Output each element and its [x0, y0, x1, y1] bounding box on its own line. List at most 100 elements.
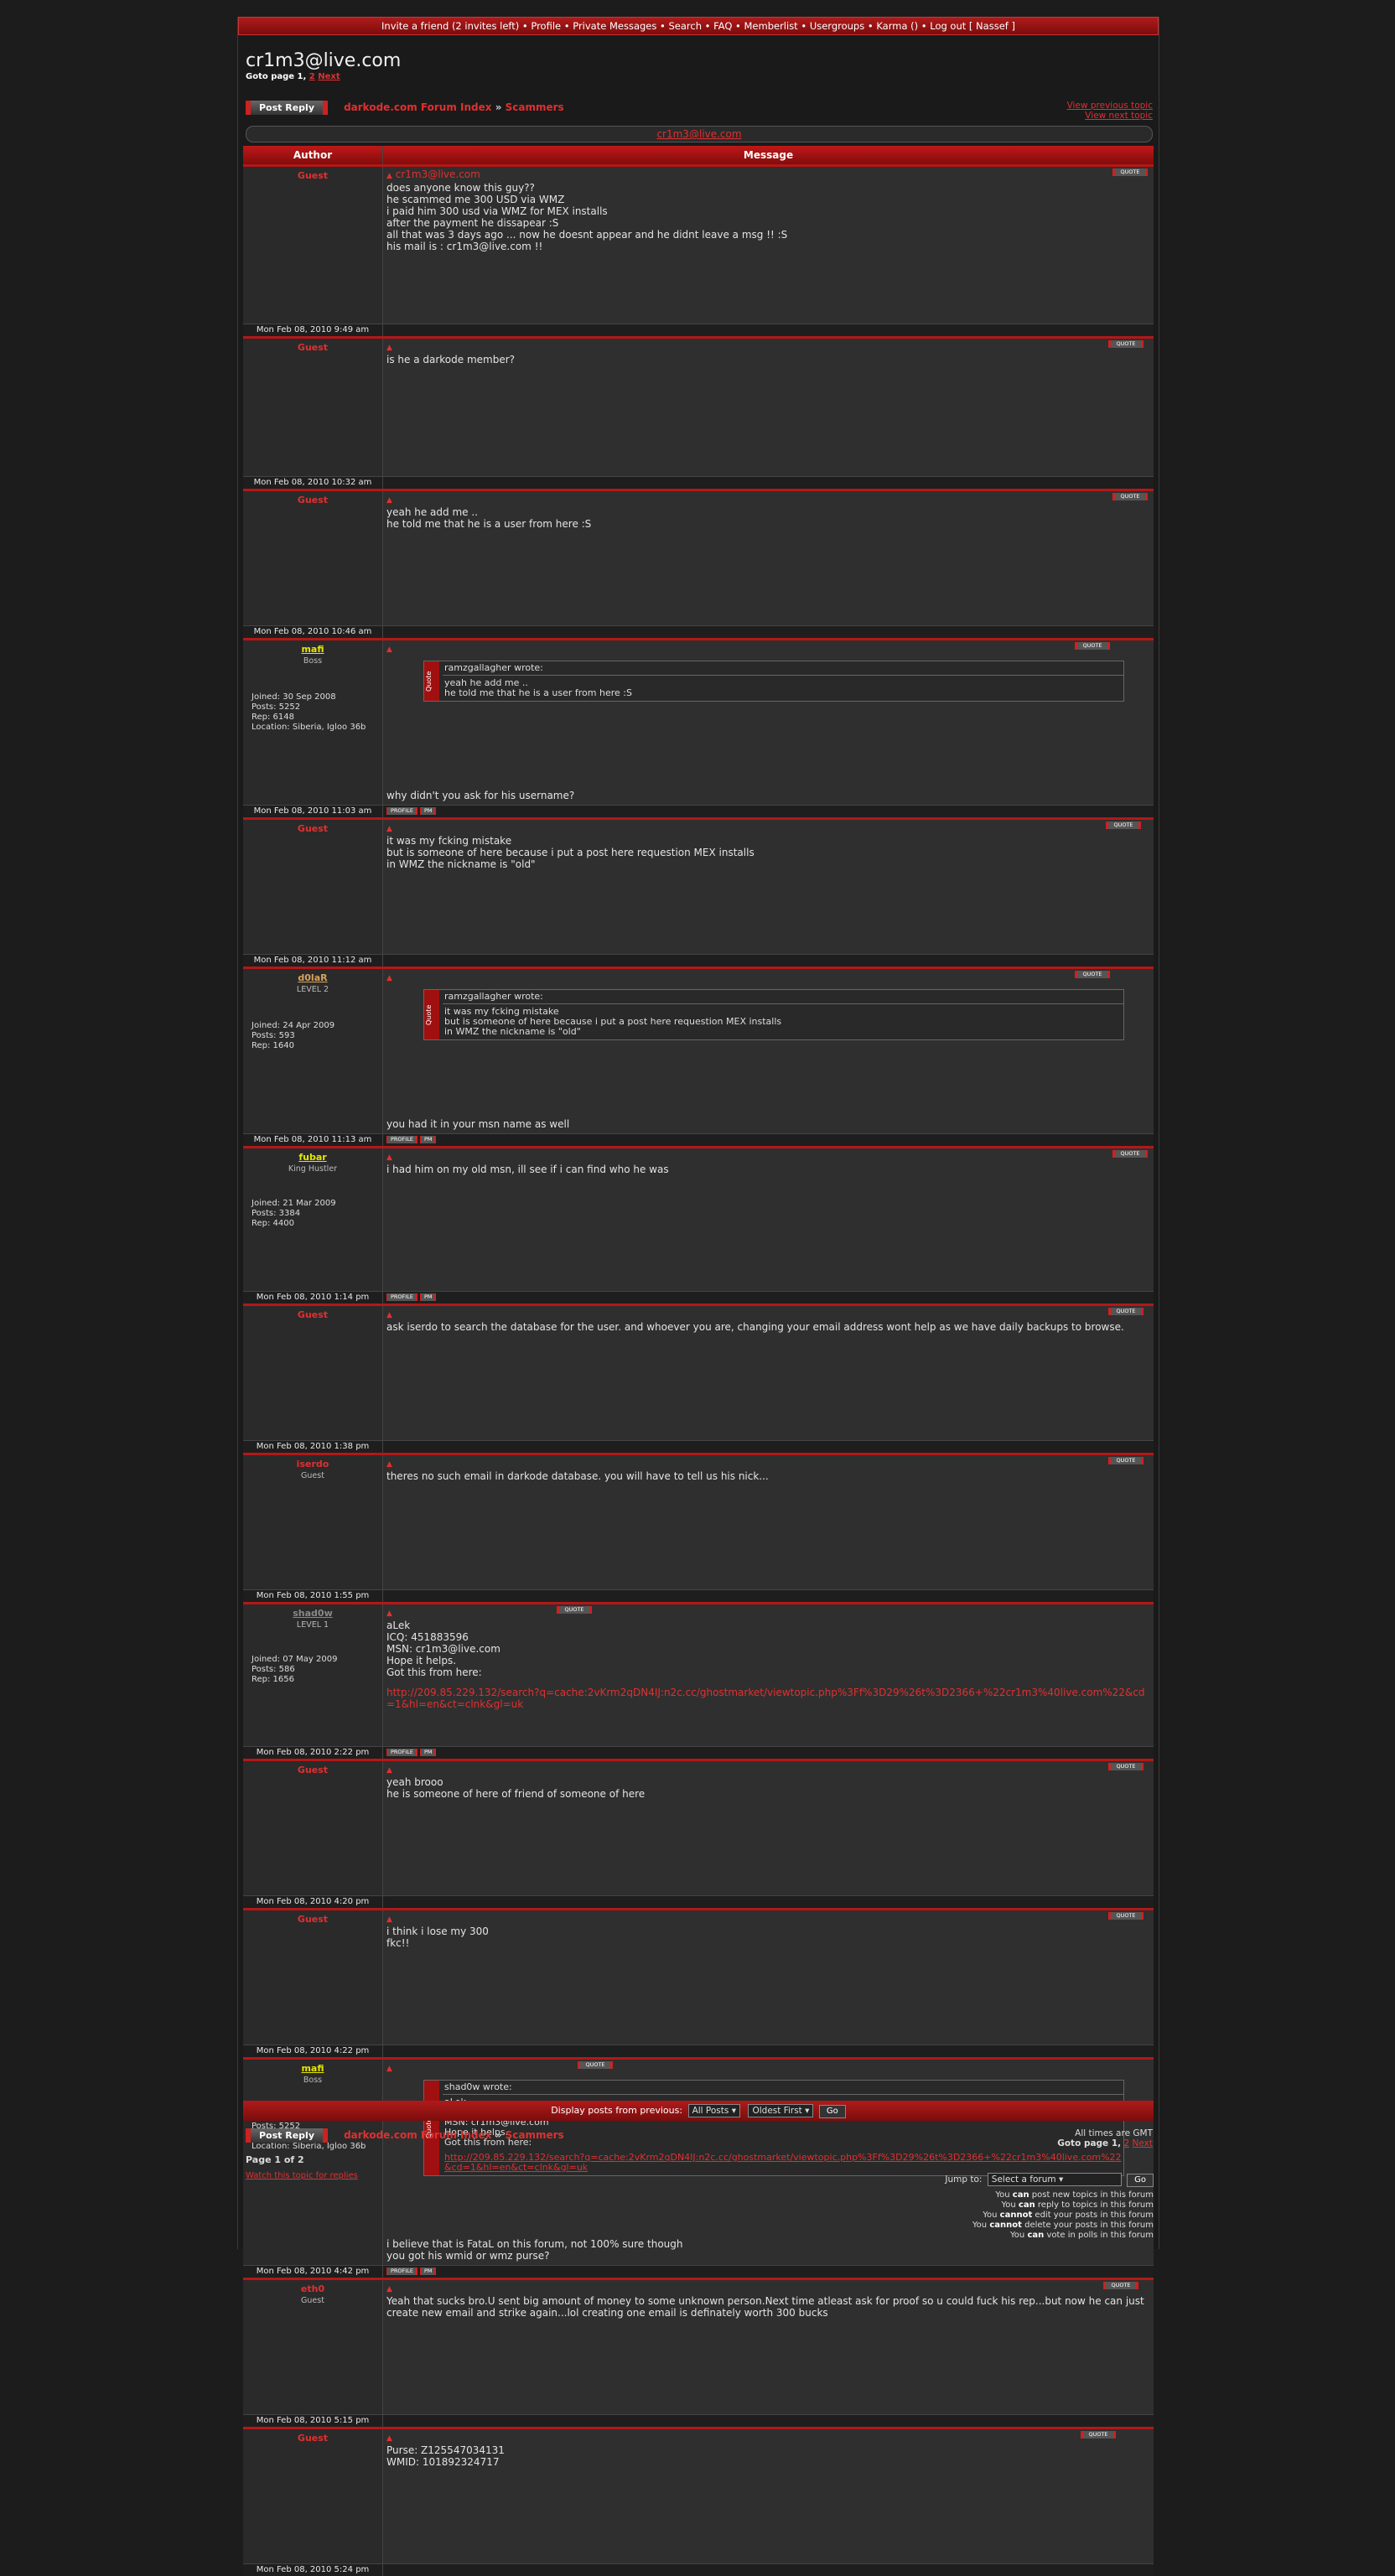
post-reply-button[interactable]: Post Reply — [246, 101, 328, 115]
profile-button[interactable]: PROFILE — [386, 1748, 417, 1756]
profile-button[interactable]: PROFILE — [386, 2267, 417, 2275]
post-arrow-icon[interactable]: ▲ — [386, 825, 392, 833]
post-arrow-icon[interactable]: ▲ — [386, 2285, 392, 2294]
pm-button[interactable]: PM — [419, 1293, 437, 1301]
quote-side-label: Quote — [424, 990, 439, 1039]
quote-button[interactable]: QUOTE — [1108, 340, 1143, 348]
quote-button[interactable]: QUOTE — [1075, 971, 1110, 978]
topnav-item[interactable]: Memberlist — [744, 20, 798, 32]
post-arrow-icon[interactable]: ▲ — [386, 1609, 392, 1618]
view-next-topic-link[interactable]: View next topic — [1085, 111, 1153, 121]
quote-button[interactable]: QUOTE — [1108, 1763, 1143, 1770]
quote-button[interactable]: QUOTE — [1112, 1150, 1148, 1158]
forum-index-link[interactable]: darkode.com Forum Index — [344, 101, 492, 113]
page-title: cr1m3@live.com — [246, 50, 402, 71]
post-arrow-icon[interactable]: ▲ — [386, 496, 392, 505]
post-date: Mon Feb 08, 2010 11:12 am — [243, 955, 383, 967]
pm-button[interactable]: PM — [419, 806, 437, 815]
subforum-link[interactable]: Scammers — [505, 101, 564, 113]
profile-button[interactable]: PROFILE — [386, 806, 417, 815]
topnav-item[interactable]: Karma () — [876, 20, 919, 32]
post-author-name[interactable]: fubar — [298, 1152, 327, 1163]
post-author-cell: Guest — [243, 339, 383, 476]
quote-button[interactable]: QUOTE — [1108, 1912, 1143, 1920]
post-footer: Mon Feb 08, 2010 9:49 am — [243, 324, 1154, 336]
order-select[interactable]: Oldest First ▾ — [748, 2104, 814, 2117]
post-author-name: Guest — [297, 495, 329, 505]
view-previous-topic-link[interactable]: View previous topic — [1066, 101, 1153, 111]
posts-period-select[interactable]: All Posts ▾ — [687, 2104, 740, 2117]
post-arrow-icon[interactable]: ▲ — [386, 645, 392, 654]
topnav-item[interactable]: Private Messages — [573, 20, 657, 32]
forum-post: Guest ▲ cr1m3@live.com QUOTE does anyone… — [243, 164, 1154, 336]
user-stat: Location: Siberia, Igloo 36b — [252, 2142, 366, 2151]
post-author-name: Guest — [297, 170, 329, 181]
post-arrow-icon[interactable]: ▲ — [386, 974, 392, 982]
post-body: yeah brooo he is someone of here of frie… — [386, 1776, 646, 1800]
post-arrow-icon[interactable]: ▲ — [386, 1460, 392, 1469]
permission-line: You cannot edit your posts in this forum — [983, 2211, 1154, 2220]
subforum-link-bottom[interactable]: Scammers — [505, 2129, 564, 2141]
jump-go-button[interactable]: Go — [1127, 2174, 1154, 2187]
forum-post: fubar King Hustler Joined: 21 Mar 2009 Po… — [243, 1146, 1154, 1304]
topnav-item[interactable]: Log out [ Nassef ] — [930, 20, 1015, 32]
topnav-item[interactable]: Search — [668, 20, 702, 32]
post-arrow-icon[interactable]: ▲ — [386, 1311, 392, 1319]
topic-title-link[interactable]: cr1m3@live.com — [656, 128, 742, 140]
quote-button[interactable]: QUOTE — [1108, 1308, 1143, 1315]
post-author-name[interactable]: shad0w — [293, 1608, 333, 1619]
next-page-link-bottom[interactable]: Next — [1132, 2138, 1153, 2148]
quote-button[interactable]: QUOTE — [1081, 2431, 1116, 2439]
quote-button[interactable]: QUOTE — [1112, 168, 1148, 176]
topnav-item[interactable]: Invite a friend (2 invites left) — [381, 20, 520, 32]
quote-button[interactable]: QUOTE — [1112, 493, 1148, 500]
quote-button[interactable]: QUOTE — [1075, 642, 1110, 650]
post-body: why didn't you ask for his username? — [386, 790, 575, 801]
quote-link[interactable]: http://209.85.229.132/search?q=cache:2vK… — [444, 2152, 1122, 2173]
post-message-cell: ▲ QUOTE yeah he add me .. he told me tha… — [383, 491, 1154, 625]
quote-button[interactable]: QUOTE — [1103, 2282, 1138, 2289]
post-arrow-icon[interactable]: ▲ — [386, 1766, 392, 1775]
next-page-link[interactable]: Next — [318, 72, 340, 81]
post-arrow-icon[interactable]: ▲ — [386, 2065, 392, 2073]
pm-button[interactable]: PM — [419, 1135, 437, 1143]
topnav-item[interactable]: FAQ — [713, 20, 733, 32]
quote-button[interactable]: QUOTE — [1108, 1457, 1143, 1464]
post-author-cell: iserdo Guest — [243, 1455, 383, 1589]
user-stats: Joined: 07 May 2009 Posts: 586 Rep: 1656 — [252, 1655, 337, 1685]
topic-nav: View previous topic View next topic — [1067, 101, 1153, 121]
forum-post: Guest ▲ QUOTE yeah he add me .. he told … — [243, 489, 1154, 638]
post-arrow-icon[interactable]: ▲ — [386, 1915, 392, 1924]
post-arrow-icon[interactable]: ▲ — [386, 344, 392, 352]
post-author-name[interactable]: d0laR — [298, 972, 328, 983]
user-stat: Joined: 24 Apr 2009 — [252, 1021, 335, 1030]
post-arrow-icon[interactable]: ▲ — [386, 2434, 392, 2443]
post-arrow-icon[interactable]: ▲ — [386, 172, 392, 180]
post-tools: PROFILE PM — [383, 1292, 1154, 1304]
quote-button[interactable]: QUOTE — [557, 1606, 592, 1614]
forum-index-link-bottom[interactable]: darkode.com Forum Index — [344, 2129, 492, 2141]
pm-button[interactable]: PM — [419, 1748, 437, 1756]
page-2-link[interactable]: 2 — [309, 72, 315, 81]
post-author-name[interactable]: mafi — [301, 644, 324, 655]
display-go-button[interactable]: Go — [818, 2105, 846, 2118]
post-message-cell: ▲ cr1m3@live.com QUOTE does anyone know … — [383, 167, 1154, 324]
quote-button[interactable]: QUOTE — [1106, 822, 1141, 829]
profile-button[interactable]: PROFILE — [386, 1135, 417, 1143]
topnav-item[interactable]: Profile — [531, 20, 562, 32]
jump-forum-select[interactable]: Select a forum ▾ — [987, 2173, 1122, 2186]
forum-post: Guest ▲ QUOTE Purse: Z125547034131 WMID:… — [243, 2427, 1154, 2576]
page-2-link-bottom[interactable]: 2 — [1123, 2138, 1130, 2148]
post-reply-button-bottom[interactable]: Post Reply — [246, 2128, 328, 2143]
post-link[interactable]: http://209.85.229.132/search?q=cache:2vK… — [386, 1687, 1145, 1710]
pm-button[interactable]: PM — [419, 2267, 437, 2275]
watch-topic-link[interactable]: Watch this topic for replies — [246, 2171, 358, 2180]
post-arrow-icon[interactable]: ▲ — [386, 1153, 392, 1162]
topnav-item[interactable]: Usergroups — [809, 20, 865, 32]
user-stat: Rep: 4400 — [252, 1219, 294, 1228]
quote-button[interactable]: QUOTE — [578, 2061, 613, 2069]
post-author-name[interactable]: mafi — [301, 2063, 324, 2074]
post-date: Mon Feb 08, 2010 1:55 pm — [243, 1590, 383, 1602]
profile-button[interactable]: PROFILE — [386, 1293, 417, 1301]
